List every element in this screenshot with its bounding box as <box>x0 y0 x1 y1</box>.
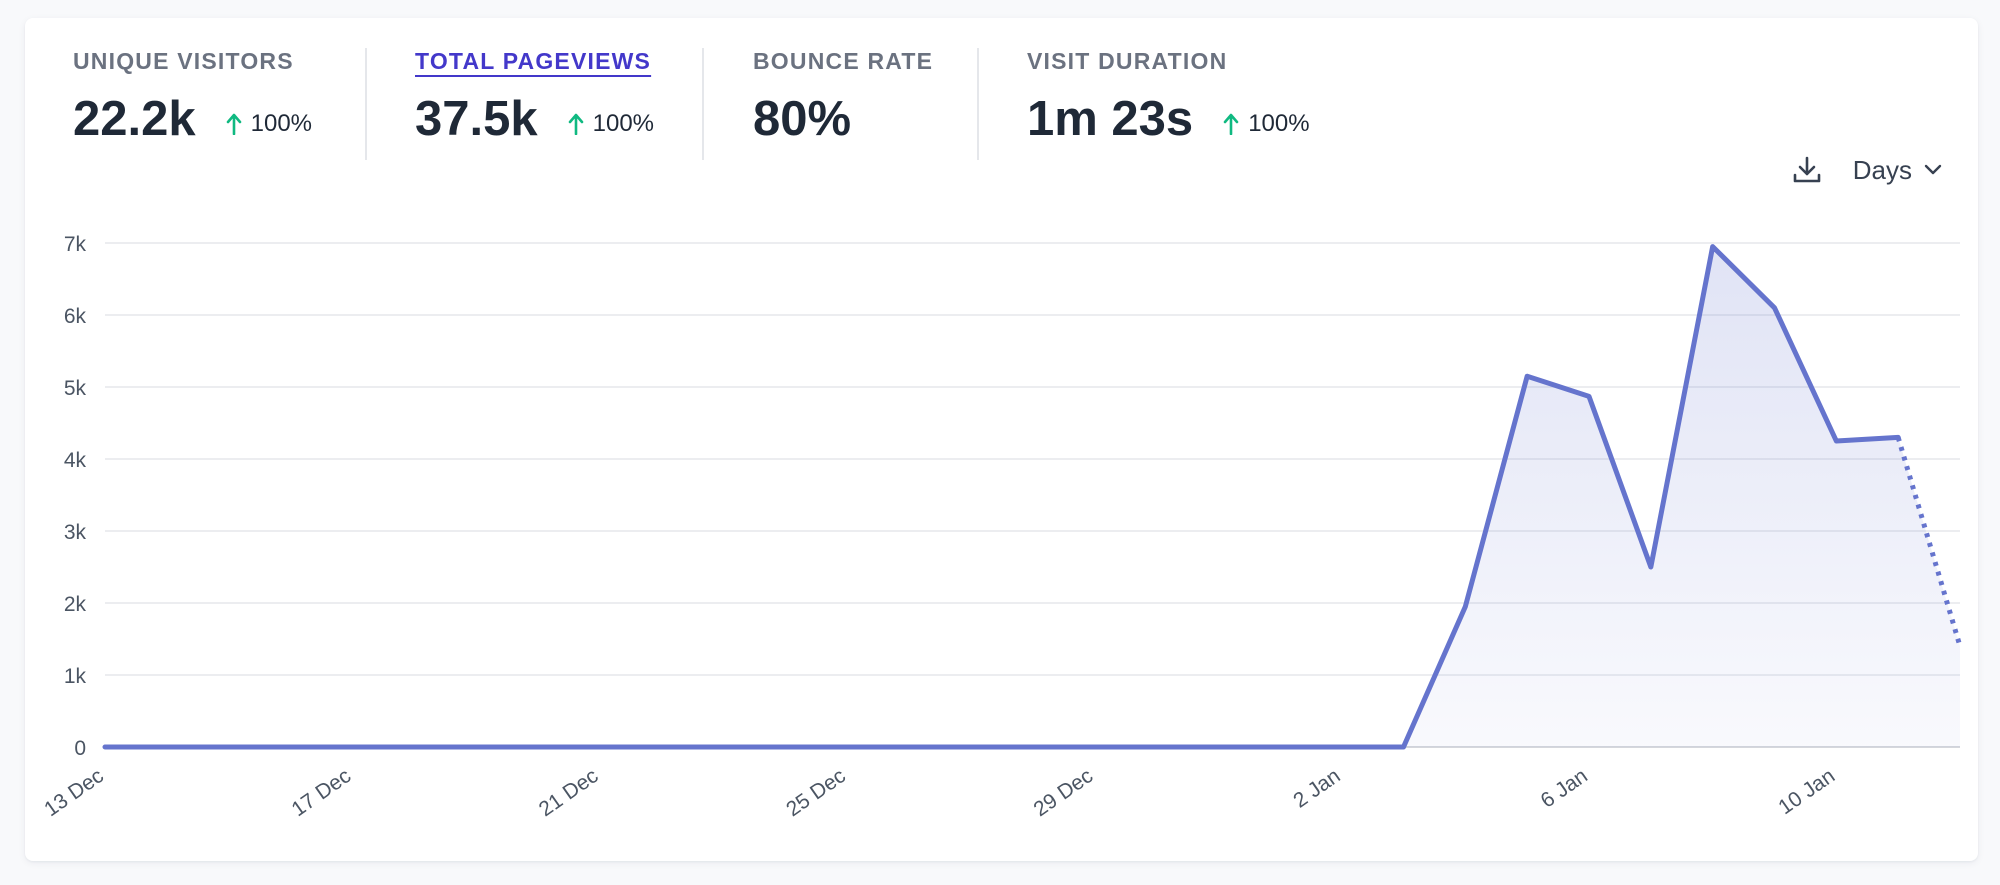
data-point <box>1833 438 1839 444</box>
data-point <box>1030 744 1036 750</box>
download-button[interactable] <box>1789 152 1825 188</box>
x-tick-label: 29 Dec <box>1029 764 1097 821</box>
stat-total-pageviews[interactable]: TOTAL PAGEVIEWS 37.5k 100% <box>415 48 654 147</box>
stat-divider <box>702 48 704 160</box>
y-tick-label: 6k <box>64 305 87 328</box>
data-point <box>1772 305 1778 311</box>
data-point <box>1339 744 1345 750</box>
data-point <box>1401 744 1407 750</box>
stat-change: 100% <box>568 110 654 138</box>
data-point <box>535 744 541 750</box>
x-tick-label: 21 Dec <box>535 764 603 821</box>
data-point <box>164 744 170 750</box>
data-point <box>411 744 417 750</box>
stat-value: 22.2k <box>73 92 196 146</box>
x-tick-label: 10 Jan <box>1774 764 1839 819</box>
data-point <box>782 744 788 750</box>
download-icon <box>1793 156 1821 183</box>
data-point <box>720 744 726 750</box>
series-line <box>102 244 1901 750</box>
area-fill <box>105 246 1960 747</box>
x-tick-label: 13 Dec <box>40 764 108 821</box>
y-tick-label: 7k <box>64 233 87 256</box>
data-point <box>1648 564 1654 570</box>
series-line-partial <box>1895 436 1963 647</box>
stat-value: 1m 23s <box>1027 92 1194 146</box>
y-tick-label: 3k <box>64 521 87 544</box>
data-point <box>906 744 912 750</box>
stat-value: 37.5k <box>415 92 538 146</box>
arrow-up-icon <box>1223 113 1239 135</box>
y-tick-label: 0 <box>74 737 86 760</box>
data-point <box>659 744 665 750</box>
y-tick-label: 1k <box>64 665 87 688</box>
data-point <box>1586 393 1592 399</box>
data-point <box>1895 434 1901 440</box>
chevron-down-icon <box>1924 164 1942 175</box>
stat-divider <box>977 48 979 160</box>
stat-label: UNIQUE VISITORS <box>73 48 294 74</box>
stat-value: 80% <box>753 92 852 146</box>
data-point <box>844 744 850 750</box>
x-tick-label: 17 Dec <box>287 764 355 821</box>
data-point <box>1091 744 1097 750</box>
stat-change-value: 100% <box>250 110 313 137</box>
stat-divider <box>365 48 367 160</box>
data-point <box>288 744 294 750</box>
stat-label: BOUNCE RATE <box>753 48 934 74</box>
stat-change: 100% <box>1223 110 1310 138</box>
top-stats: UNIQUE VISITORS 22.2k 100% TOTAL PAGEVIE… <box>25 18 1525 178</box>
y-tick-label: 5k <box>64 377 87 400</box>
stat-label[interactable]: TOTAL PAGEVIEWS <box>415 48 652 74</box>
x-tick-label: 25 Dec <box>782 764 850 821</box>
dashboard-card: UNIQUE VISITORS 22.2k 100% TOTAL PAGEVIE… <box>25 18 1978 861</box>
arrow-up-icon <box>568 113 583 135</box>
data-point <box>1524 373 1530 379</box>
stat-unique-visitors[interactable]: UNIQUE VISITORS 22.2k 100% <box>73 48 312 147</box>
data-point <box>349 744 355 750</box>
stat-change-value: 100% <box>1248 110 1310 137</box>
data-point <box>102 744 108 750</box>
data-point <box>968 744 974 750</box>
data-point <box>1957 643 1963 649</box>
interval-dropdown[interactable]: Days <box>1853 155 1942 186</box>
arrow-up-icon <box>226 113 241 135</box>
data-point <box>473 744 479 750</box>
chart-controls: Days <box>1789 152 1942 188</box>
data-point <box>1277 744 1283 750</box>
interval-label: Days <box>1852 154 1912 185</box>
stat-change-value: 100% <box>592 110 655 137</box>
stat-label: VISIT DURATION <box>1027 48 1228 74</box>
data-point <box>226 744 232 750</box>
x-tick-label: 2 Jan <box>1289 764 1344 812</box>
stat-change: 100% <box>226 110 312 138</box>
data-point <box>1153 744 1159 750</box>
data-point <box>1710 244 1716 250</box>
data-point <box>1462 604 1468 610</box>
data-point <box>597 744 603 750</box>
pageviews-chart: 0 1k 2k 3k 4k 5k 6k 7k 13 Dec 17 Dec 21 Dec 25 Dec 2… <box>40 233 1963 821</box>
y-tick-label: 4k <box>64 449 87 472</box>
data-point <box>1215 744 1221 750</box>
stat-bounce-rate[interactable]: BOUNCE RATE 80% <box>753 48 933 147</box>
stat-visit-duration[interactable]: VISIT DURATION 1m 23s 100% <box>1027 48 1310 147</box>
x-tick-label: 6 Jan <box>1537 764 1592 812</box>
y-tick-label: 2k <box>64 593 87 616</box>
